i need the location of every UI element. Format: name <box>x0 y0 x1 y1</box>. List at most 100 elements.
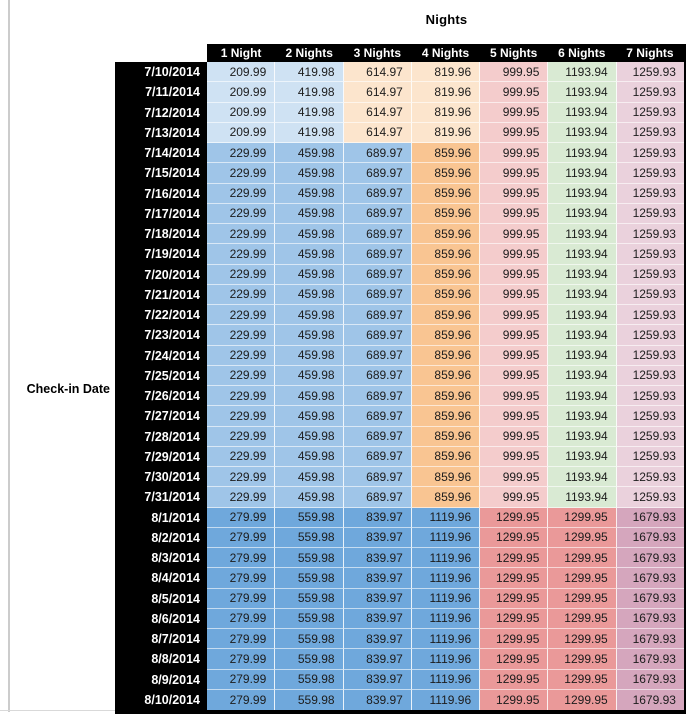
price-cell[interactable]: 689.97 <box>343 325 412 346</box>
price-cell[interactable]: 1299.95 <box>480 568 549 589</box>
price-cell[interactable]: 859.96 <box>411 224 481 245</box>
price-cell[interactable]: 459.98 <box>275 264 344 285</box>
price-cell[interactable]: 839.97 <box>343 649 412 670</box>
price-cell[interactable]: 859.96 <box>411 305 481 326</box>
price-cell[interactable]: 1299.95 <box>548 568 617 589</box>
price-cell[interactable]: 1119.96 <box>411 689 481 710</box>
price-cell[interactable]: 229.99 <box>207 143 276 164</box>
price-cell[interactable]: 1259.93 <box>616 305 684 326</box>
price-cell[interactable]: 689.97 <box>343 345 412 366</box>
price-cell[interactable]: 1193.94 <box>548 406 617 427</box>
row-date-cell[interactable]: 7/17/2014 <box>115 203 207 224</box>
price-cell[interactable]: 229.99 <box>207 345 276 366</box>
price-cell[interactable]: 689.97 <box>343 426 412 447</box>
price-cell[interactable]: 1119.96 <box>411 588 481 609</box>
row-date-cell[interactable]: 7/11/2014 <box>115 82 207 103</box>
price-cell[interactable]: 279.99 <box>207 629 276 650</box>
price-cell[interactable]: 689.97 <box>343 487 412 508</box>
price-cell[interactable]: 1259.93 <box>616 62 684 83</box>
row-date-cell[interactable]: 7/28/2014 <box>115 426 207 447</box>
price-cell[interactable]: 689.97 <box>343 143 412 164</box>
price-cell[interactable]: 839.97 <box>343 689 412 710</box>
price-cell[interactable]: 1299.95 <box>480 608 549 629</box>
row-date-cell[interactable]: 8/8/2014 <box>115 649 207 670</box>
price-cell[interactable]: 1299.95 <box>548 527 617 548</box>
price-cell[interactable]: 279.99 <box>207 588 276 609</box>
price-cell[interactable]: 689.97 <box>343 406 412 427</box>
price-cell[interactable]: 1259.93 <box>616 122 684 143</box>
price-cell[interactable]: 859.96 <box>411 386 481 407</box>
price-cell[interactable]: 999.95 <box>480 102 549 123</box>
row-date-cell[interactable]: 7/13/2014 <box>115 122 207 143</box>
price-cell[interactable]: 819.96 <box>411 102 481 123</box>
price-cell[interactable]: 999.95 <box>480 365 549 386</box>
price-cell[interactable]: 1679.93 <box>616 608 684 629</box>
price-cell[interactable]: 819.96 <box>411 82 481 103</box>
price-cell[interactable]: 1259.93 <box>616 386 684 407</box>
price-cell[interactable]: 689.97 <box>343 264 412 285</box>
price-cell[interactable]: 1299.95 <box>480 649 549 670</box>
price-cell[interactable]: 1259.93 <box>616 203 684 224</box>
price-cell[interactable]: 559.98 <box>275 649 344 670</box>
price-cell[interactable]: 459.98 <box>275 163 344 184</box>
price-cell[interactable]: 459.98 <box>275 244 344 265</box>
row-date-cell[interactable]: 8/9/2014 <box>115 669 207 690</box>
price-cell[interactable]: 229.99 <box>207 244 276 265</box>
price-cell[interactable]: 1119.96 <box>411 527 481 548</box>
price-cell[interactable]: 559.98 <box>275 608 344 629</box>
row-date-cell[interactable]: 7/10/2014 <box>115 62 207 83</box>
price-cell[interactable]: 459.98 <box>275 203 344 224</box>
price-cell[interactable]: 839.97 <box>343 669 412 690</box>
price-cell[interactable]: 229.99 <box>207 183 276 204</box>
price-cell[interactable]: 689.97 <box>343 224 412 245</box>
price-cell[interactable]: 1193.94 <box>548 224 617 245</box>
price-cell[interactable]: 559.98 <box>275 527 344 548</box>
price-cell[interactable]: 279.99 <box>207 669 276 690</box>
column-header-cell[interactable]: 6 Nights <box>558 46 606 60</box>
price-cell[interactable]: 229.99 <box>207 406 276 427</box>
price-cell[interactable]: 999.95 <box>480 224 549 245</box>
price-cell[interactable]: 459.98 <box>275 284 344 305</box>
price-cell[interactable]: 229.99 <box>207 386 276 407</box>
price-cell[interactable]: 1679.93 <box>616 527 684 548</box>
price-cell[interactable]: 1119.96 <box>411 548 481 569</box>
price-cell[interactable]: 1259.93 <box>616 467 684 488</box>
price-cell[interactable]: 229.99 <box>207 467 276 488</box>
price-cell[interactable]: 1259.93 <box>616 446 684 467</box>
price-cell[interactable]: 279.99 <box>207 548 276 569</box>
column-header-cell[interactable]: 3 Nights <box>353 46 402 60</box>
price-cell[interactable]: 1119.96 <box>411 669 481 690</box>
price-cell[interactable]: 999.95 <box>480 284 549 305</box>
price-cell[interactable]: 689.97 <box>343 446 412 467</box>
row-date-cell[interactable]: 7/14/2014 <box>115 143 207 164</box>
price-cell[interactable]: 279.99 <box>207 649 276 670</box>
price-cell[interactable]: 559.98 <box>275 588 344 609</box>
row-date-cell[interactable]: 7/22/2014 <box>115 305 207 326</box>
price-cell[interactable]: 459.98 <box>275 446 344 467</box>
price-cell[interactable]: 999.95 <box>480 467 549 488</box>
price-cell[interactable]: 1193.94 <box>548 345 617 366</box>
price-cell[interactable]: 1259.93 <box>616 82 684 103</box>
row-date-cell[interactable]: 7/27/2014 <box>115 406 207 427</box>
row-date-cell[interactable]: 8/3/2014 <box>115 548 207 569</box>
price-cell[interactable]: 999.95 <box>480 406 549 427</box>
column-header-cell[interactable]: 2 Nights <box>285 46 333 60</box>
row-date-cell[interactable]: 7/31/2014 <box>115 487 207 508</box>
price-cell[interactable]: 1299.95 <box>548 629 617 650</box>
price-cell[interactable]: 1299.95 <box>480 669 549 690</box>
price-cell[interactable]: 229.99 <box>207 284 276 305</box>
price-cell[interactable]: 1299.95 <box>548 507 617 528</box>
price-cell[interactable]: 689.97 <box>343 365 412 386</box>
price-cell[interactable]: 1193.94 <box>548 325 617 346</box>
price-cell[interactable]: 999.95 <box>480 143 549 164</box>
row-date-cell[interactable]: 8/10/2014 <box>115 689 207 710</box>
price-cell[interactable]: 1299.95 <box>548 649 617 670</box>
price-cell[interactable]: 1259.93 <box>616 365 684 386</box>
price-cell[interactable]: 859.96 <box>411 264 481 285</box>
price-cell[interactable]: 209.99 <box>207 62 276 83</box>
price-cell[interactable]: 819.96 <box>411 122 481 143</box>
price-cell[interactable]: 1193.94 <box>548 143 617 164</box>
price-cell[interactable]: 459.98 <box>275 183 344 204</box>
row-date-cell[interactable]: 7/23/2014 <box>115 325 207 346</box>
price-cell[interactable]: 1259.93 <box>616 487 684 508</box>
